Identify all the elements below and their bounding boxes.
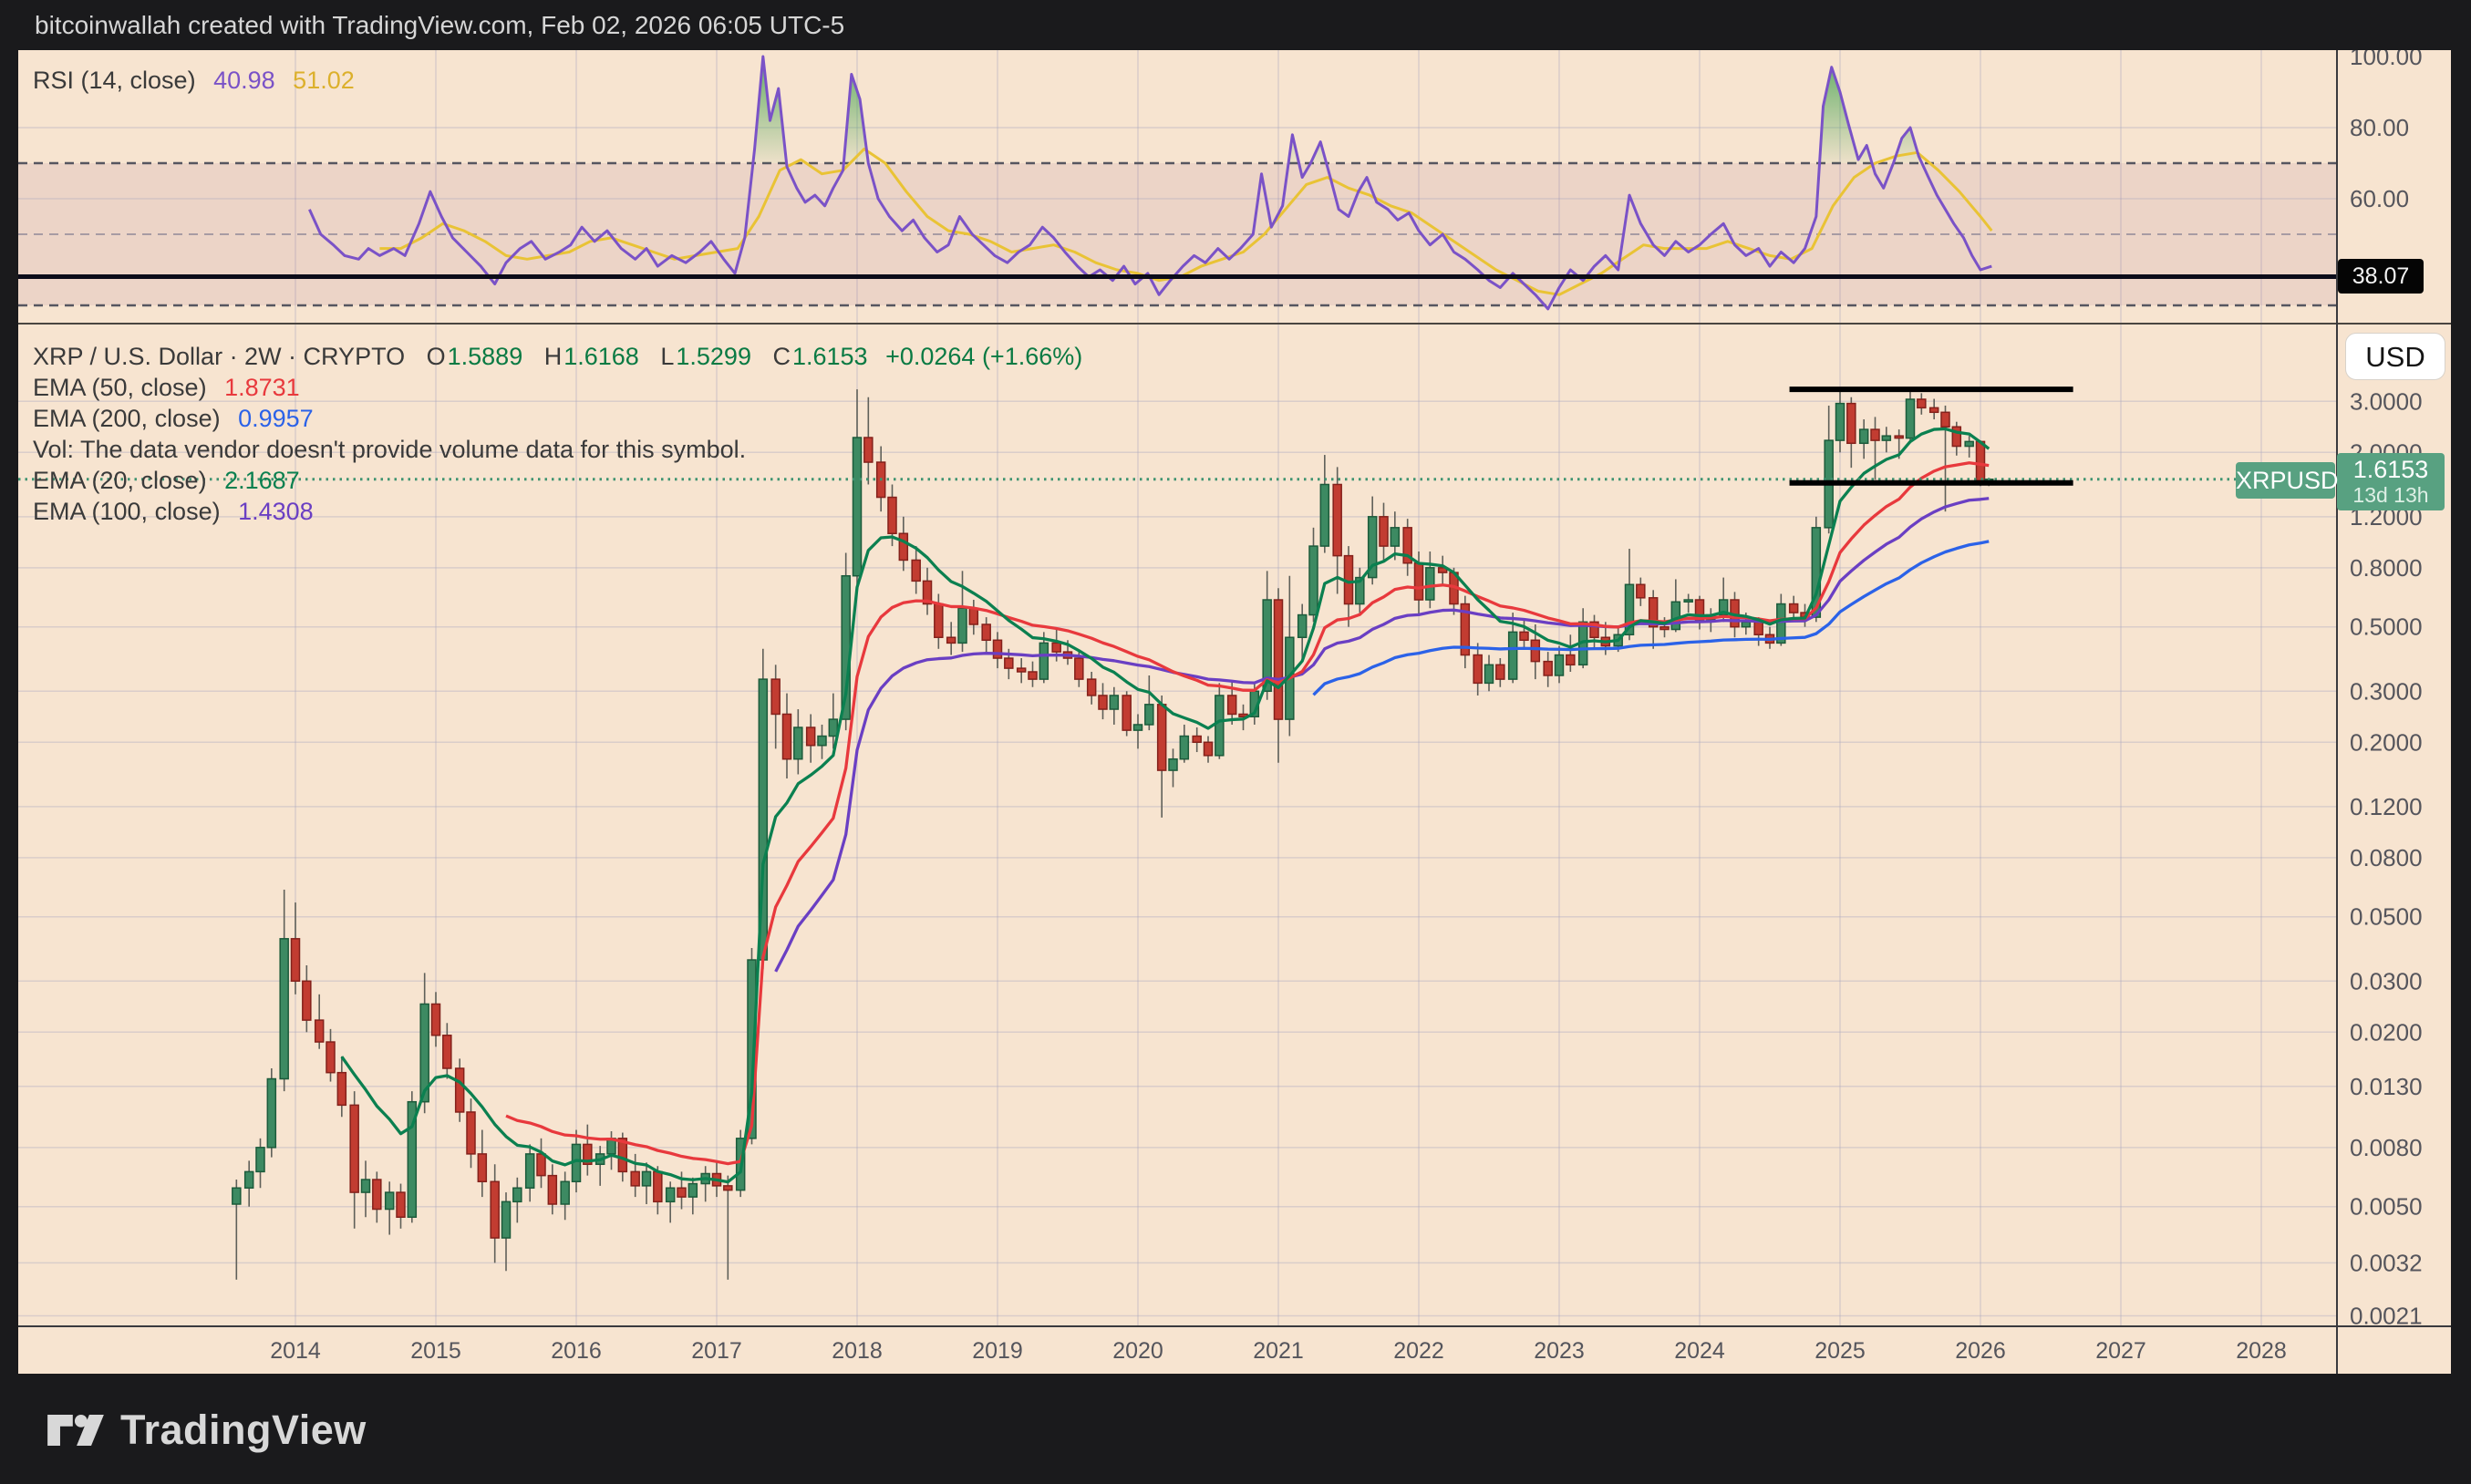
symbol-ohlc-row[interactable]: XRP / U.S. Dollar · 2W · CRYPTO O1.5889 … xyxy=(33,341,1082,372)
svg-text:2024: 2024 xyxy=(1674,1338,1725,1364)
low-key: L xyxy=(660,343,675,370)
ema20-value: 2.1687 xyxy=(224,467,300,494)
svg-text:2014: 2014 xyxy=(270,1338,321,1364)
ema100-value: 1.4308 xyxy=(238,498,314,525)
last-price-value: 1.6153 xyxy=(2352,456,2429,483)
ema50-label: EMA (50, close) xyxy=(33,374,207,401)
close-value: 1.6153 xyxy=(791,343,868,370)
rsi-legend-label: RSI (14, close) xyxy=(33,67,196,94)
volume-note: Vol: The data vendor doesn't provide vol… xyxy=(33,436,747,463)
svg-text:0.2000: 0.2000 xyxy=(2350,728,2423,756)
svg-text:2020: 2020 xyxy=(1112,1338,1163,1364)
ema50-legend-row[interactable]: EMA (50, close) 1.8731 xyxy=(33,372,1082,403)
tradingview-brand-text: TradingView xyxy=(120,1407,367,1453)
low-value: 1.5299 xyxy=(676,343,751,370)
svg-text:2027: 2027 xyxy=(2095,1338,2146,1364)
svg-text:2023: 2023 xyxy=(1534,1338,1585,1364)
svg-text:2015: 2015 xyxy=(410,1338,461,1364)
ema50-value: 1.8731 xyxy=(224,374,300,401)
ema200-legend-row[interactable]: EMA (200, close) 0.9957 xyxy=(33,403,1082,434)
price-axis[interactable] xyxy=(2337,50,2453,1374)
svg-text:2028: 2028 xyxy=(2236,1338,2287,1364)
rsi-value: 40.98 xyxy=(213,67,275,94)
close-key: C xyxy=(772,343,791,370)
bar-countdown: 13d 13h xyxy=(2352,483,2429,507)
svg-text:0.0300: 0.0300 xyxy=(2350,967,2423,994)
ema100-legend-row[interactable]: EMA (100, close) 1.4308 xyxy=(33,496,1082,527)
svg-text:0.0130: 0.0130 xyxy=(2350,1073,2423,1100)
svg-text:80.00: 80.00 xyxy=(2350,114,2409,141)
svg-text:0.5000: 0.5000 xyxy=(2350,613,2423,641)
svg-text:0.0200: 0.0200 xyxy=(2350,1018,2423,1046)
tradingview-logo-icon xyxy=(47,1414,104,1447)
svg-text:2019: 2019 xyxy=(972,1338,1023,1364)
ema200-value: 0.9957 xyxy=(238,405,314,432)
open-key: O xyxy=(426,343,446,370)
attribution-text: bitcoinwallah created with TradingView.c… xyxy=(35,11,845,39)
svg-text:0.0080: 0.0080 xyxy=(2350,1134,2423,1161)
time-axis[interactable] xyxy=(18,1326,2337,1374)
currency-toggle-button[interactable]: USD xyxy=(2345,333,2445,380)
svg-text:2018: 2018 xyxy=(832,1338,883,1364)
svg-text:0.1200: 0.1200 xyxy=(2350,793,2423,820)
svg-text:2021: 2021 xyxy=(1253,1338,1304,1364)
svg-text:0.0050: 0.0050 xyxy=(2350,1193,2423,1221)
symbol-price-label: XRPUSD xyxy=(2236,462,2339,499)
rsi-ma-value: 51.02 xyxy=(293,67,355,94)
svg-text:0.0021: 0.0021 xyxy=(2350,1303,2423,1330)
footer-bar: TradingView xyxy=(0,1374,2471,1484)
high-key: H xyxy=(543,343,563,370)
svg-text:60.00: 60.00 xyxy=(2350,185,2409,212)
change-value: +0.0264 (+1.66%) xyxy=(885,343,1083,370)
svg-text:0.3000: 0.3000 xyxy=(2350,677,2423,705)
svg-text:2016: 2016 xyxy=(551,1338,602,1364)
ema20-legend-row[interactable]: EMA (20, close) 2.1687 xyxy=(33,465,1082,496)
tradingview-logo[interactable]: TradingView xyxy=(46,1407,367,1454)
svg-text:2017: 2017 xyxy=(691,1338,742,1364)
ema200-label: EMA (200, close) xyxy=(33,405,221,432)
svg-text:0.8000: 0.8000 xyxy=(2350,554,2423,582)
svg-text:2026: 2026 xyxy=(1955,1338,2006,1364)
svg-text:0.0800: 0.0800 xyxy=(2350,844,2423,871)
open-value: 1.5889 xyxy=(447,343,523,370)
last-price-badge: 1.6153 13d 13h xyxy=(2337,453,2445,510)
ema100-label: EMA (100, close) xyxy=(33,498,221,525)
rsi-level-badge: 38.07 xyxy=(2338,259,2424,294)
symbol-title: XRP / U.S. Dollar · 2W · CRYPTO xyxy=(33,343,406,370)
svg-text:0.0032: 0.0032 xyxy=(2350,1249,2423,1276)
svg-text:3.0000: 3.0000 xyxy=(2350,387,2423,415)
svg-text:2025: 2025 xyxy=(1814,1338,1866,1364)
svg-text:2022: 2022 xyxy=(1393,1338,1444,1364)
ema20-label: EMA (20, close) xyxy=(33,467,207,494)
attribution-bar: bitcoinwallah created with TradingView.c… xyxy=(0,0,2471,50)
volume-note-row[interactable]: Vol: The data vendor doesn't provide vol… xyxy=(33,434,1082,465)
high-value: 1.6168 xyxy=(563,343,639,370)
rsi-indicator-legend[interactable]: RSI (14, close) 40.98 51.02 xyxy=(33,65,355,96)
main-chart-legend: XRP / U.S. Dollar · 2W · CRYPTO O1.5889 … xyxy=(33,341,1082,527)
svg-text:0.0500: 0.0500 xyxy=(2350,903,2423,931)
